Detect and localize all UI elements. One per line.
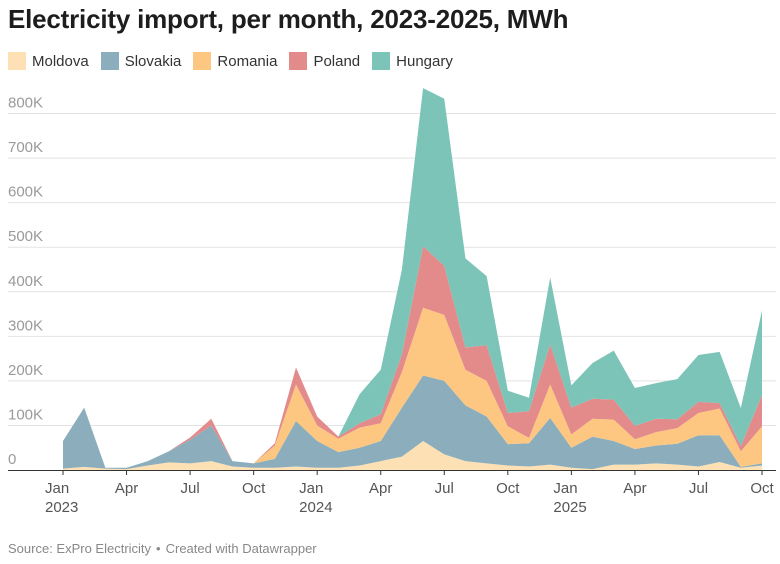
x-tick-year-label: 2024 [299,499,332,516]
legend-swatch [193,52,212,70]
y-tick-label: 200K [8,362,43,379]
legend-item-slovakia: Slovakia [100,52,182,70]
x-tick-label: Jul [689,480,708,497]
legend-label: Hungary [396,52,453,70]
x-tick-label: Jan [299,480,323,497]
x-tick-label: Apr [115,480,138,497]
chart-title: Electricity import, per month, 2023-2025… [8,4,569,34]
legend-swatch [100,52,119,70]
x-tick-label: Jul [435,480,454,497]
legend-swatch [372,52,391,70]
x-tick-label: Apr [623,480,646,497]
y-tick-label: 700K [8,139,43,156]
legend-item-hungary: Hungary [372,52,453,70]
x-tick-label: Oct [750,480,774,497]
y-tick-label: 100K [8,406,43,423]
source-text: Source: ExPro Electricity [8,541,152,556]
area-moldova [63,441,762,470]
x-tick-label: Oct [242,480,266,497]
y-tick-label: 400K [8,273,43,290]
legend-item-moldova: Moldova [8,52,89,70]
area-romania [63,307,762,468]
y-tick-label: 800K [8,95,43,112]
area-poland [63,246,762,468]
y-tick-label: 500K [8,228,43,245]
legend-label: Poland [313,52,361,70]
legend-swatch [8,52,26,70]
x-tick-year-label: 2023 [45,499,78,516]
legend-label: Romania [217,52,278,70]
y-tick-label: 300K [8,317,43,334]
footer: Source: ExPro Electricity • Created with D… [8,541,317,556]
legend-swatch [289,52,308,70]
chart-area: 0 100K 200K 300K 400K 500K 600K 700K 800K Jan 2023… [8,88,776,516]
x-tick-label: Oct [496,480,520,497]
y-tick-label: 600K [8,184,43,201]
y-tick-label: 0 [8,451,16,468]
legend-item-poland: Poland [289,52,360,70]
footer-separator: • [156,541,161,556]
x-tick-label: Jan [553,480,577,497]
area-slovakia [63,375,762,470]
x-tick-label: Apr [369,480,392,497]
area-hungary [63,88,762,468]
x-tick-label: Jul [180,480,199,497]
legend: Moldova Slovakia Romania Poland Hungary [8,52,465,70]
legend-item-romania: Romania [193,52,277,70]
x-tick-label: Jan [45,480,69,497]
credit-text: Created with Datawrapper [165,541,317,556]
legend-label: Slovakia [124,52,182,70]
legend-label: Moldova [32,52,89,70]
x-tick-year-label: 2025 [553,499,586,516]
